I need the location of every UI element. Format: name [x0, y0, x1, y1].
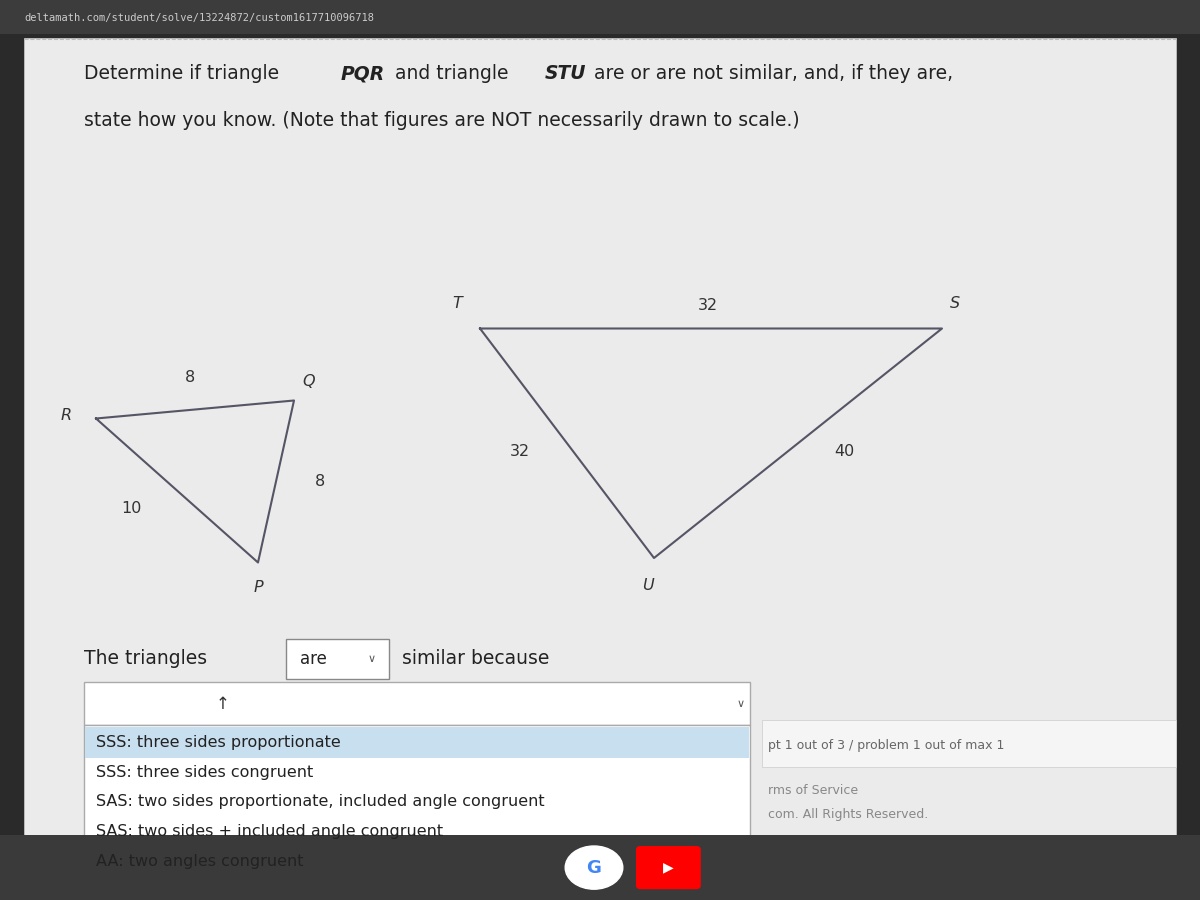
Text: G: G: [587, 859, 601, 877]
Text: STU: STU: [545, 64, 587, 84]
FancyBboxPatch shape: [762, 720, 1176, 767]
Text: The triangles: The triangles: [84, 649, 214, 669]
Text: 40: 40: [834, 445, 854, 459]
FancyBboxPatch shape: [24, 38, 1176, 837]
FancyBboxPatch shape: [0, 835, 1200, 900]
Text: SSS: three sides proportionate: SSS: three sides proportionate: [96, 735, 341, 750]
Text: P: P: [253, 580, 263, 596]
Text: are or are not similar, and, if they are,: are or are not similar, and, if they are…: [588, 64, 953, 84]
FancyBboxPatch shape: [636, 846, 701, 889]
FancyBboxPatch shape: [85, 727, 749, 758]
Circle shape: [565, 846, 623, 889]
Text: AA: two angles congruent: AA: two angles congruent: [96, 854, 304, 868]
Text: PQR: PQR: [341, 64, 385, 84]
Text: similar because: similar because: [396, 649, 550, 669]
Text: T: T: [452, 295, 462, 310]
Text: rms of Service: rms of Service: [768, 784, 858, 796]
FancyBboxPatch shape: [286, 639, 389, 679]
Text: state how you know. (Note that figures are NOT necessarily drawn to scale.): state how you know. (Note that figures a…: [84, 111, 799, 130]
Text: R: R: [61, 409, 72, 423]
Text: ∨: ∨: [367, 653, 376, 664]
Text: are: are: [300, 650, 326, 668]
FancyBboxPatch shape: [84, 725, 750, 868]
Text: SAS: two sides + included angle congruent: SAS: two sides + included angle congruen…: [96, 824, 443, 839]
Text: 8: 8: [314, 474, 325, 489]
Text: Q: Q: [302, 374, 316, 389]
Text: ▶: ▶: [664, 860, 673, 875]
Text: U: U: [642, 578, 654, 593]
Text: Determine if triangle: Determine if triangle: [84, 64, 286, 84]
Text: SSS: three sides congruent: SSS: three sides congruent: [96, 765, 313, 779]
Text: S: S: [950, 295, 960, 310]
Text: com. All Rights Reserved.: com. All Rights Reserved.: [768, 808, 929, 821]
Text: ∨: ∨: [737, 698, 745, 709]
Text: 10: 10: [121, 501, 142, 516]
Text: pt 1 out of 3 / problem 1 out of max 1: pt 1 out of 3 / problem 1 out of max 1: [768, 739, 1004, 752]
Text: ↑: ↑: [216, 695, 230, 713]
Text: 8: 8: [185, 370, 194, 385]
Text: SAS: two sides proportionate, included angle congruent: SAS: two sides proportionate, included a…: [96, 795, 545, 809]
Text: 32: 32: [698, 298, 718, 313]
Text: 32: 32: [510, 445, 530, 459]
Text: deltamath.com/student/solve/13224872/custom1617710096718: deltamath.com/student/solve/13224872/cus…: [24, 13, 374, 23]
FancyBboxPatch shape: [0, 0, 1200, 34]
FancyBboxPatch shape: [84, 682, 750, 725]
Text: and triangle: and triangle: [389, 64, 515, 84]
